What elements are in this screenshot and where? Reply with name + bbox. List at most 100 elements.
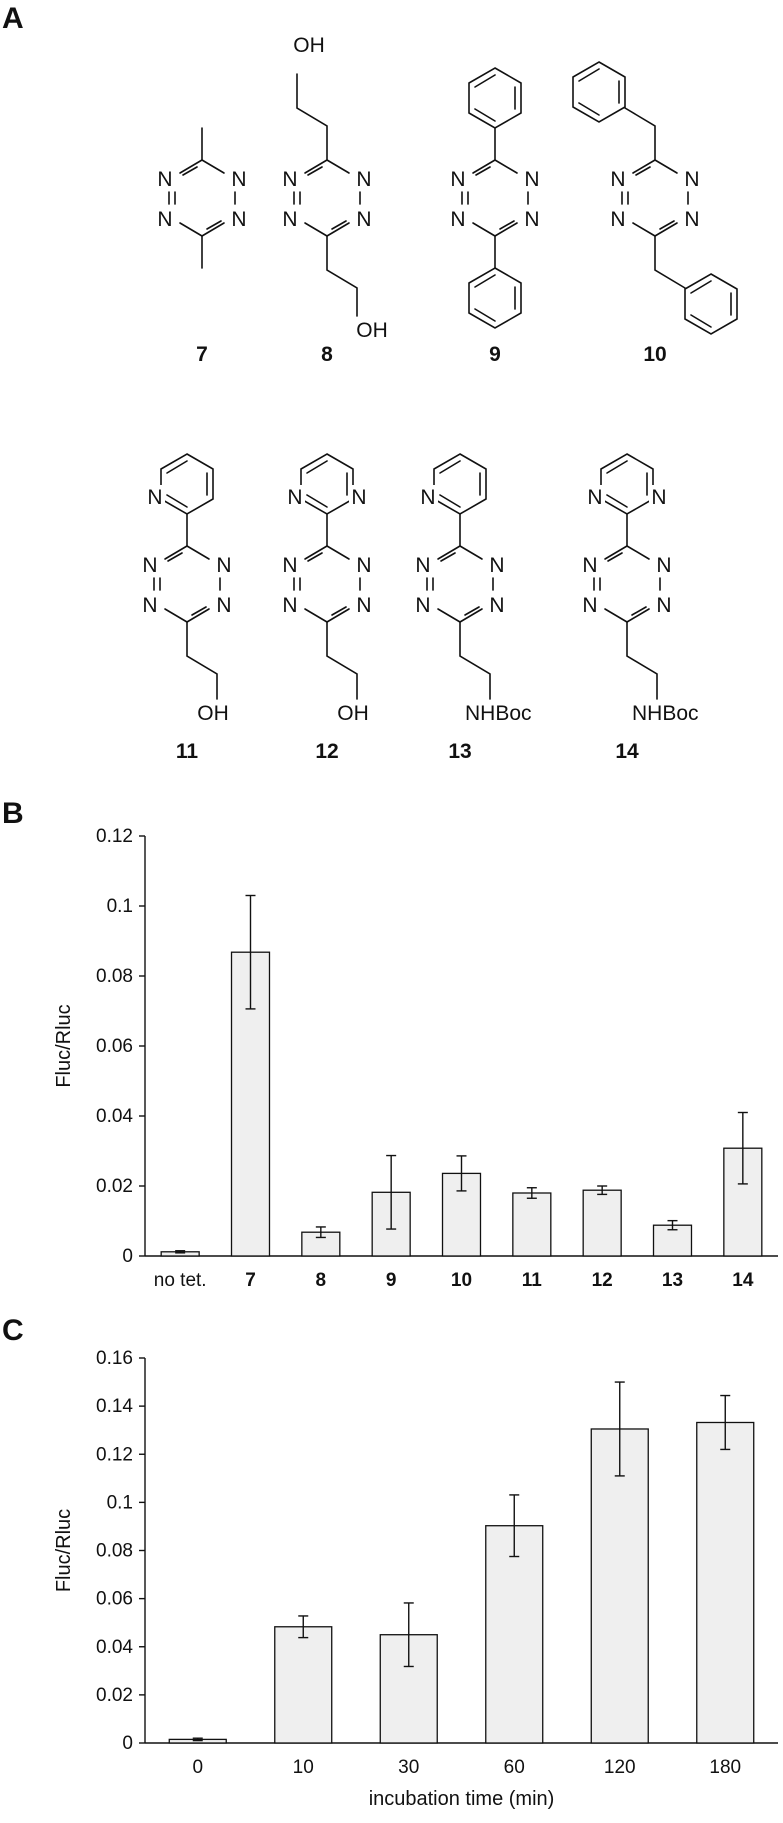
pyridine-n: N <box>420 486 435 509</box>
x-tick-label: 180 <box>709 1757 741 1778</box>
y-tick-label: 0.02 <box>96 1176 133 1197</box>
structure-9: N N N N <box>450 67 540 329</box>
structure-8: N N N N OH OH <box>282 34 387 342</box>
compound-label: 12 <box>315 740 338 763</box>
panel-letter-a: A <box>2 2 24 35</box>
y-tick-label: 0.06 <box>96 1589 133 1610</box>
x-tick-label: 9 <box>386 1270 397 1291</box>
ring-n: N <box>356 168 371 191</box>
ring-n: N <box>489 554 504 577</box>
x-tick-label: 30 <box>398 1757 419 1778</box>
x-tick-label: 8 <box>316 1270 327 1291</box>
ring-n: N <box>489 594 504 617</box>
y-tick-label: 0.02 <box>96 1685 133 1706</box>
y-tick-label: 0.1 <box>107 896 133 917</box>
chart-c: 0 0.02 0.04 0.06 0.08 0.1 0.12 0.14 0.16 0 10 30 60 1… <box>53 1348 778 1810</box>
nhboc-label: NHBoc <box>465 702 532 725</box>
y-axis-label: Fluc/Rluc <box>53 1004 75 1087</box>
y-tick-label: 0.12 <box>96 826 133 847</box>
panel-letter-c: C <box>2 1314 24 1347</box>
chart-b: 0 0.02 0.04 0.06 0.08 0.1 0.12 no tet. 7 8 9 10 11 12… <box>53 826 778 1291</box>
bar <box>590 1428 649 1744</box>
hydroxyl-label: OH <box>337 702 369 725</box>
ring-n: N <box>356 554 371 577</box>
y-tick-label: 0 <box>122 1246 133 1267</box>
ring-n: N <box>524 168 539 191</box>
structure-14: N N N N N N NHBoc <box>582 453 699 725</box>
ring-n: N <box>231 208 246 231</box>
x-tick-label: 14 <box>732 1270 754 1291</box>
ring-n: N <box>282 168 297 191</box>
y-tick-label: 0.08 <box>96 1541 133 1562</box>
y-tick-label: 0.16 <box>96 1348 133 1369</box>
x-tick-label: 0 <box>192 1757 203 1778</box>
pyrimidine-n: N <box>351 486 366 509</box>
ring-n: N <box>282 208 297 231</box>
ring-n: N <box>415 554 430 577</box>
ring-n: N <box>157 168 172 191</box>
x-tick-label: 13 <box>662 1270 683 1291</box>
compound-label: 9 <box>489 343 501 366</box>
ring-n: N <box>684 168 699 191</box>
nhboc-label: NHBoc <box>632 702 699 725</box>
ring-n: N <box>231 168 246 191</box>
ring-n: N <box>142 594 157 617</box>
x-tick-label: 10 <box>451 1270 472 1291</box>
structure-13: N N N N N NHBoc <box>415 453 532 725</box>
ring-n: N <box>450 208 465 231</box>
y-tick-label: 0.06 <box>96 1036 133 1057</box>
x-tick-label: no tet. <box>154 1270 207 1291</box>
ring-n: N <box>157 208 172 231</box>
ring-n: N <box>610 208 625 231</box>
bar <box>274 1626 333 1744</box>
y-axis-label: Fluc/Rluc <box>53 1509 75 1592</box>
panel-letter-b: B <box>2 797 24 830</box>
compound-label: 7 <box>196 343 208 366</box>
y-tick-label: 0.04 <box>96 1637 133 1658</box>
ring-n: N <box>582 554 597 577</box>
x-tick-label: 12 <box>592 1270 613 1291</box>
ring-n: N <box>524 208 539 231</box>
y-tick-label: 0.12 <box>96 1444 133 1465</box>
ring-n: N <box>656 594 671 617</box>
ring-n: N <box>142 554 157 577</box>
x-tick-label: 10 <box>293 1757 314 1778</box>
hydroxyl-label: OH <box>356 319 388 342</box>
ring-n: N <box>582 594 597 617</box>
ring-n: N <box>415 594 430 617</box>
structure-12: N N N N N N OH <box>282 453 372 725</box>
y-tick-label: 0.1 <box>107 1492 133 1513</box>
y-tick-label: 0.04 <box>96 1106 133 1127</box>
compound-label: 11 <box>176 740 199 763</box>
x-axis-label: incubation time (min) <box>369 1788 555 1810</box>
ring-n: N <box>216 554 231 577</box>
ring-n: N <box>356 594 371 617</box>
compound-label: 14 <box>615 740 639 763</box>
y-tick-label: 0.14 <box>96 1396 133 1417</box>
bar <box>512 1192 552 1257</box>
ring-n: N <box>450 168 465 191</box>
ring-n: N <box>684 208 699 231</box>
compound-label: 10 <box>643 343 666 366</box>
pyrimidine-n: N <box>651 486 666 509</box>
y-tick-label: 0 <box>122 1733 133 1754</box>
bar <box>485 1525 544 1744</box>
hydroxyl-label: OH <box>293 34 325 57</box>
pyridine-n: N <box>147 486 162 509</box>
pyrimidine-n: N <box>587 486 602 509</box>
ring-n: N <box>656 554 671 577</box>
compound-label: 8 <box>321 343 333 366</box>
ring-n: N <box>282 554 297 577</box>
structure-11: N N N N N OH <box>142 453 232 725</box>
bar <box>696 1421 755 1744</box>
x-tick-label: 120 <box>604 1757 636 1778</box>
hydroxyl-label: OH <box>197 702 229 725</box>
x-tick-label: 11 <box>522 1270 543 1291</box>
bar <box>582 1189 622 1257</box>
x-tick-label: 7 <box>245 1270 256 1291</box>
y-tick-label: 0.08 <box>96 966 133 987</box>
pyrimidine-n: N <box>287 486 302 509</box>
ring-n: N <box>216 594 231 617</box>
structure-7: N N N N <box>157 127 247 269</box>
